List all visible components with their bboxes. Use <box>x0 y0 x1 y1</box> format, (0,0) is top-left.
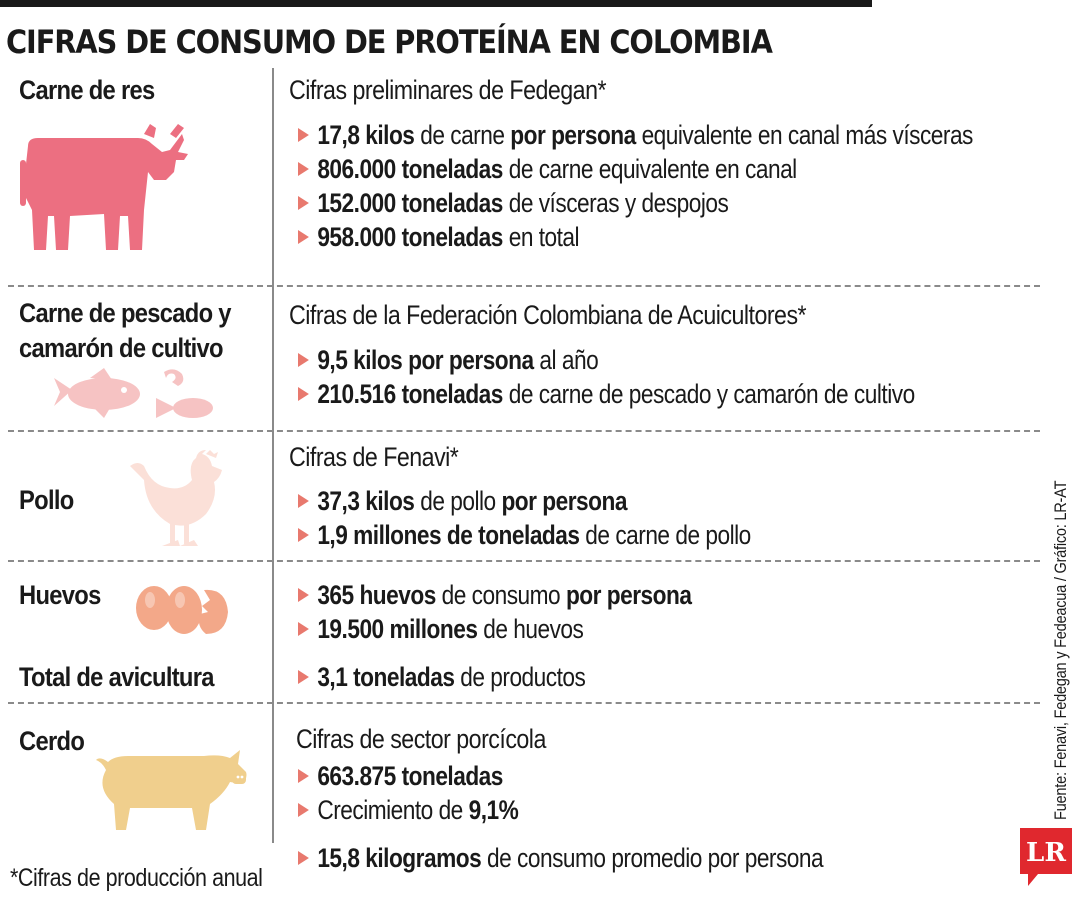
hen-icon <box>130 450 222 546</box>
bullet-text: de carne de pollo <box>579 519 751 550</box>
section-divider <box>8 560 1040 562</box>
bullet-list-eggs: 365 huevos de consumo por persona 19.500 … <box>298 578 766 646</box>
bullet-item: 17,8 kilos de carne por persona equivale… <box>298 118 973 152</box>
bullet-item: 9,5 kilos por persona al año <box>298 343 915 377</box>
section-label-fish-line2: camarón de cultivo <box>19 333 224 363</box>
bullet-text: de consumo <box>435 579 566 610</box>
subtitle-pork: Cifras de sector porcícola <box>296 724 546 754</box>
triangle-bullet-icon <box>298 622 309 636</box>
bullet-item: 15,8 kilogramos de consumo promedio por … <box>298 841 824 875</box>
triangle-bullet-icon <box>298 230 309 244</box>
triangle-bullet-icon <box>298 670 309 684</box>
section-divider <box>8 285 1040 287</box>
bullet-item: 806.000 toneladas de carne equivalente e… <box>298 152 973 186</box>
triangle-bullet-icon <box>298 588 309 602</box>
bullet-list-pork-extra: 15,8 kilogramos de consumo promedio por … <box>298 841 923 875</box>
bullet-bold-text: 19.500 millones <box>317 613 478 644</box>
fish-shrimp-icon <box>54 368 213 418</box>
bullet-bold-text: por persona <box>565 579 692 610</box>
bullet-list-beef: 17,8 kilos de carne por persona equivale… <box>298 118 1080 254</box>
bullet-item: 663.875 toneladas <box>298 759 518 793</box>
bullet-item: 210.516 toneladas de carne de pescado y … <box>298 377 915 411</box>
bullet-bold-text: 15,8 kilogramos <box>317 842 482 873</box>
triangle-bullet-icon <box>298 387 309 401</box>
section-divider <box>8 430 1040 432</box>
bullet-text: de huevos <box>477 613 584 644</box>
triangle-bullet-icon <box>298 851 309 865</box>
section-label-beef: Carne de res <box>19 75 155 105</box>
bullet-text: equivalente en canal más vísceras <box>635 119 974 150</box>
bullet-bold-text: 37,3 kilos <box>317 485 415 516</box>
bullet-list-pork: 663.875 toneladas Crecimiento de 9,1% <box>298 759 560 827</box>
footnote: *Cifras de producción anual <box>10 864 263 892</box>
bullet-text: de carne <box>414 119 511 150</box>
bullet-list-chicken: 37,3 kilos de pollo por persona 1,9 millo… <box>298 484 837 552</box>
cow-icon <box>20 124 188 250</box>
bullet-text: de pollo <box>414 485 502 516</box>
bullet-text: de vísceras y despojos <box>502 187 729 218</box>
bullet-bold-text: 210.516 toneladas <box>317 378 503 409</box>
bullet-text: de carne de pescado y camarón de cultivo <box>502 378 915 409</box>
bullet-item: 365 huevos de consumo por persona <box>298 578 692 612</box>
bullet-bold-text: 958.000 toneladas <box>317 221 503 252</box>
section-label-eggs: Huevos <box>19 580 101 610</box>
section-label-chicken: Pollo <box>19 485 74 515</box>
triangle-bullet-icon <box>298 196 309 210</box>
eggs-icon <box>136 586 228 634</box>
subtitle-fish: Cifras de la Federación Colombiana de Ac… <box>289 300 807 330</box>
bullet-item: Crecimiento de 9,1% <box>298 793 519 827</box>
section-divider <box>8 702 1040 704</box>
triangle-bullet-icon <box>298 803 309 817</box>
source-credit: Fuente: Fenavi, Fedegan y Fedeacua / Grá… <box>1051 480 1070 820</box>
section-label-poultry-total: Total de avicultura <box>19 662 215 692</box>
bullet-bold-text: 806.000 toneladas <box>317 153 503 184</box>
bullet-list-poultry-total: 3,1 toneladas de productos <box>298 660 640 694</box>
lr-logo-text: LR <box>1026 838 1066 868</box>
bullet-bold-text: 1,9 millones de toneladas <box>317 519 580 550</box>
triangle-bullet-icon <box>298 162 309 176</box>
lr-logo: LR <box>1020 828 1072 886</box>
triangle-bullet-icon <box>298 128 309 142</box>
triangle-bullet-icon <box>298 494 309 508</box>
triangle-bullet-icon <box>298 528 309 542</box>
column-divider <box>272 68 274 843</box>
bullet-item: 152.000 toneladas de vísceras y despojos <box>298 186 973 220</box>
bullet-item: 3,1 toneladas de productos <box>298 660 586 694</box>
bullet-bold-text: 9,1% <box>468 794 519 825</box>
bullet-text: Crecimiento de <box>317 794 469 825</box>
bullet-text: de consumo promedio por persona <box>481 842 824 873</box>
pig-icon <box>96 750 247 830</box>
bullet-item: 19.500 millones de huevos <box>298 612 691 646</box>
page-title: CIFRAS DE CONSUMO DE PROTEÍNA EN COLOMBI… <box>6 23 773 61</box>
bullet-bold-text: 152.000 toneladas <box>317 187 503 218</box>
bullet-item: 1,9 millones de toneladas de carne de po… <box>298 518 751 552</box>
bullet-list-fish: 9,5 kilos por persona al año 210.516 tone… <box>298 343 1032 411</box>
top-rule <box>0 0 872 7</box>
subtitle-chicken: Cifras de Fenavi* <box>289 442 459 472</box>
bullet-text: de carne equivalente en canal <box>502 153 798 184</box>
bullet-bold-text: 3,1 toneladas <box>317 661 455 692</box>
subtitle-beef: Cifras preliminares de Fedegan* <box>289 75 607 105</box>
section-label-pork: Cerdo <box>19 726 85 756</box>
bullet-bold-text: por persona <box>501 485 627 516</box>
bullet-bold-text: 663.875 toneladas <box>317 760 503 791</box>
bullet-bold-text: 365 huevos <box>317 579 436 610</box>
bullet-bold-text: 17,8 kilos <box>317 119 415 150</box>
bullet-text: al año <box>533 344 599 375</box>
bullet-item: 958.000 toneladas en total <box>298 220 973 254</box>
triangle-bullet-icon <box>298 769 309 783</box>
bullet-text: en total <box>502 221 580 252</box>
bullet-item: 37,3 kilos de pollo por persona <box>298 484 751 518</box>
bullet-bold-text: 9,5 kilos por persona <box>317 344 534 375</box>
bullet-bold-text: por persona <box>510 119 636 150</box>
bullet-text: de productos <box>454 661 586 692</box>
triangle-bullet-icon <box>298 353 309 367</box>
section-label-fish-line1: Carne de pescado y <box>19 298 232 328</box>
